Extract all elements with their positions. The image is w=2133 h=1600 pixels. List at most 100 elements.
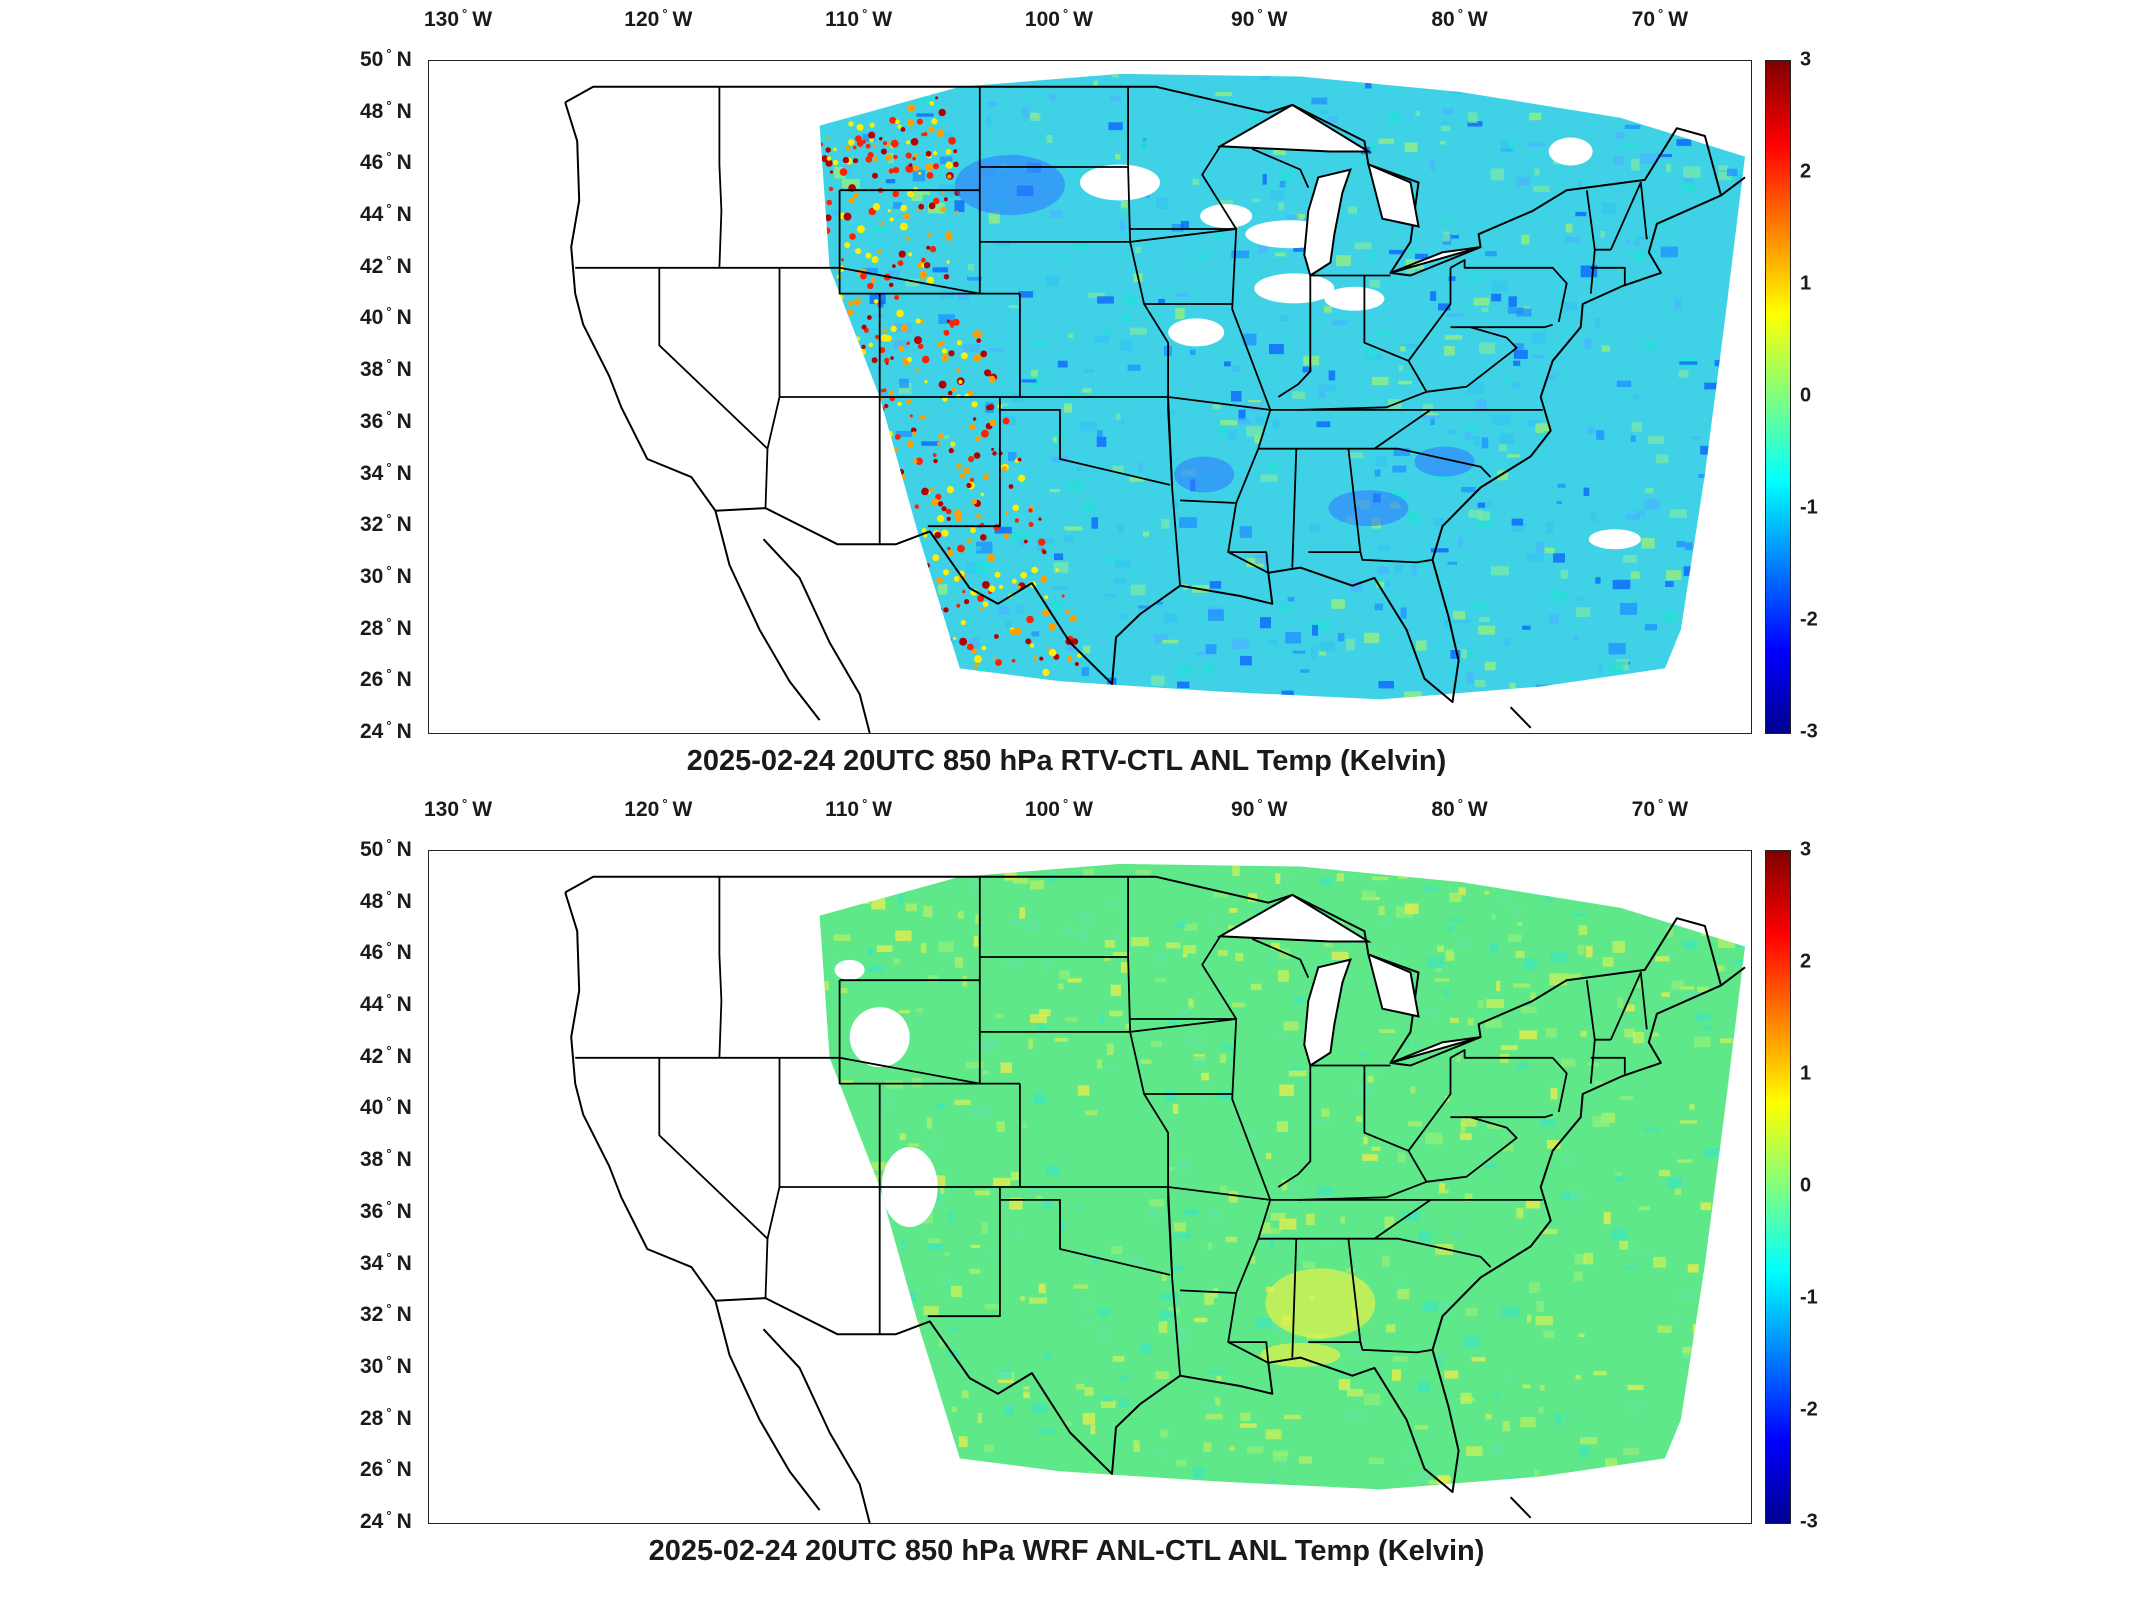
coastline-segment [1720, 966, 1746, 987]
great-lake [1390, 246, 1481, 274]
longitude-label: 80 ° W [1431, 6, 1488, 31]
latitude-label: 34 ° N [360, 459, 412, 485]
latitude-label: 48 ° N [360, 97, 412, 123]
latitude-label: 24 ° N [360, 1508, 412, 1533]
colorbar-tick-label: 2 [1800, 950, 1812, 973]
colorbar-top [1765, 60, 1791, 734]
state-boundary [927, 397, 1001, 528]
longitude-label: 120 ° W [624, 6, 693, 31]
state-boundary [1374, 1237, 1492, 1268]
longitude-label: 130 ° W [423, 6, 493, 31]
latitude-label: 50 ° N [360, 836, 412, 861]
longitude-label: 100 ° W [1024, 6, 1093, 31]
latitude-label: 50 ° N [360, 46, 412, 71]
state-boundary [838, 980, 1020, 1085]
state-boundary [1359, 551, 1433, 564]
state-boundary [999, 409, 1171, 486]
state-boundary [838, 190, 1020, 295]
state-boundary [1450, 1049, 1568, 1113]
longitude-label: 80 ° W [1431, 796, 1488, 821]
colorbar-tick-label: 0 [1800, 384, 1812, 407]
state-boundary [1609, 181, 1648, 251]
state-boundary [718, 876, 723, 1058]
state-boundary [1298, 1150, 1428, 1201]
state-boundary [1291, 448, 1298, 568]
latitude-label: 30 ° N [360, 1352, 412, 1378]
state-boundary [1298, 360, 1428, 411]
latitude-label: 24 ° N [360, 718, 412, 743]
state-boundary [1308, 448, 1362, 553]
state-boundary [1201, 145, 1272, 574]
bottom-map-panel: 130 ° W 120 ° W 110 ° W 100 ° W 90 ° W 80 ° W 70 ° W 50 ° N 48 °… [0, 790, 2133, 1600]
colorbar-tick-label: -3 [1800, 720, 1818, 743]
longitude-label: 90 ° W [1231, 6, 1288, 31]
state-boundary [1359, 1341, 1433, 1354]
coastline-segment [762, 538, 871, 733]
longitude-label: 100 ° W [1024, 796, 1093, 821]
state-boundary [1258, 1199, 1432, 1240]
state-boundary [1277, 1065, 1312, 1188]
latitude-label: 42 ° N [360, 1042, 412, 1068]
latitude-label: 32 ° N [360, 511, 412, 537]
latitude-label: 34 ° N [360, 1249, 412, 1275]
latitude-label: 38 ° N [360, 1146, 412, 1172]
longitude-label: 70 ° W [1631, 6, 1689, 31]
great-lake [1366, 162, 1420, 228]
latitude-label: 26 ° N [360, 1456, 412, 1482]
colorbar-tick-label: -2 [1800, 608, 1818, 631]
latitude-label: 36 ° N [360, 407, 412, 433]
map-title-bottom: 2025-02-24 20UTC 850 hPa WRF ANL-CTL ANL… [648, 1535, 1485, 1567]
latitude-label: 44 ° N [360, 991, 412, 1017]
map-frame-top [428, 60, 1752, 734]
great-lake [1216, 893, 1372, 943]
colorbar-tick-label: -1 [1800, 496, 1818, 519]
state-boundary [1308, 1238, 1362, 1343]
latitude-label: 44 ° N [360, 201, 412, 227]
temperature-difference-map-top [564, 73, 1746, 733]
latitude-label: 46 ° N [360, 939, 412, 965]
state-boundary [1167, 1186, 1173, 1275]
state-boundary [1450, 259, 1568, 323]
state-boundary [658, 267, 769, 450]
state-boundary [1590, 266, 1626, 286]
state-boundary [839, 979, 981, 1084]
state-boundary [718, 86, 723, 268]
longitude-label: 120 ° W [624, 796, 693, 821]
latitude-label: 26 ° N [360, 666, 412, 692]
colorbar-tick-label: 1 [1800, 272, 1812, 295]
state-boundary [658, 1057, 769, 1240]
state-boundary [927, 1187, 1001, 1318]
great-lake [1303, 168, 1352, 278]
state-boundary [1590, 1056, 1626, 1076]
temperature-difference-map-bottom [564, 863, 1746, 1523]
state-boundary [999, 1199, 1171, 1276]
colorbar-tick-label: 1 [1800, 1062, 1812, 1085]
coastline-segment [1509, 1496, 1532, 1519]
great-lake [1366, 952, 1420, 1018]
latitude-label: 46 ° N [360, 149, 412, 175]
state-boundary [1228, 1341, 1270, 1363]
longitude-label: 70 ° W [1631, 796, 1689, 821]
latitude-label: 36 ° N [360, 1197, 412, 1223]
colorbar-tick-label: -2 [1800, 1398, 1818, 1421]
coastline-segment [714, 1300, 821, 1511]
longitude-label: 110 ° W [825, 796, 893, 821]
longitude-label: 110 ° W [825, 6, 893, 31]
colorbar-tick-label: 0 [1800, 1174, 1812, 1197]
state-boundary [1201, 935, 1272, 1364]
colorbar-tick-label: 2 [1800, 160, 1812, 183]
coastline-segment [1509, 706, 1532, 729]
latitude-label: 30 ° N [360, 562, 412, 588]
colorbar-tick-label: 3 [1800, 48, 1812, 71]
data-domain-field [819, 863, 1745, 1490]
state-boundary [1426, 1116, 1518, 1183]
latitude-label: 28 ° N [360, 614, 412, 640]
coastline-segment [1720, 176, 1746, 197]
state-boundary [764, 1057, 781, 1299]
state-boundary [1251, 148, 1310, 188]
latitude-label: 40 ° N [360, 304, 412, 330]
longitude-label: 130 ° W [423, 796, 493, 821]
longitude-label: 90 ° W [1231, 796, 1288, 821]
colorbar-tick-label: 3 [1800, 838, 1812, 861]
state-boundary [1609, 971, 1648, 1041]
